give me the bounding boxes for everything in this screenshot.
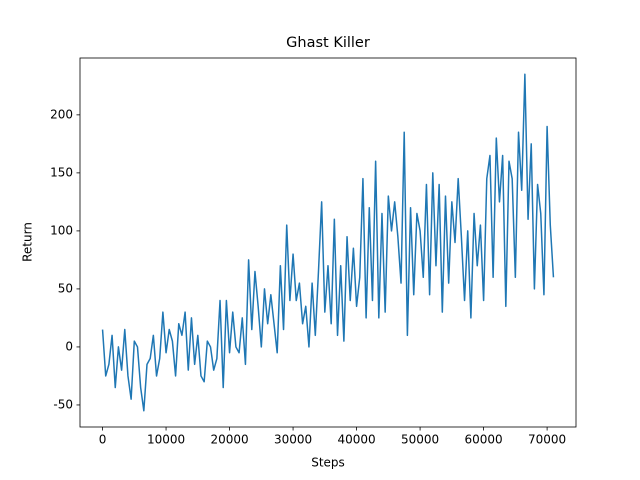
y-tick-label: 150	[50, 165, 73, 179]
x-tick-label: 0	[99, 433, 107, 447]
x-tick-label: 10000	[147, 433, 185, 447]
plot-frame	[79, 57, 577, 428]
data-line	[101, 73, 555, 412]
x-tick-label: 60000	[465, 433, 503, 447]
x-tick-label: 50000	[401, 433, 439, 447]
y-tick-label: 50	[58, 281, 73, 295]
x-axis-label: Steps	[311, 456, 345, 470]
chart-title: Ghast Killer	[286, 35, 370, 51]
x-tick-label: 20000	[210, 433, 248, 447]
x-tick-label: 40000	[337, 433, 375, 447]
x-tick-label: 30000	[274, 433, 312, 447]
y-tick-label: -50	[53, 397, 73, 411]
y-tick-label: 0	[65, 339, 73, 353]
y-tick-label: 100	[50, 223, 73, 237]
y-axis-label: Return	[21, 222, 35, 262]
y-tick-label: 200	[50, 107, 73, 121]
x-tick-label: 70000	[528, 433, 566, 447]
